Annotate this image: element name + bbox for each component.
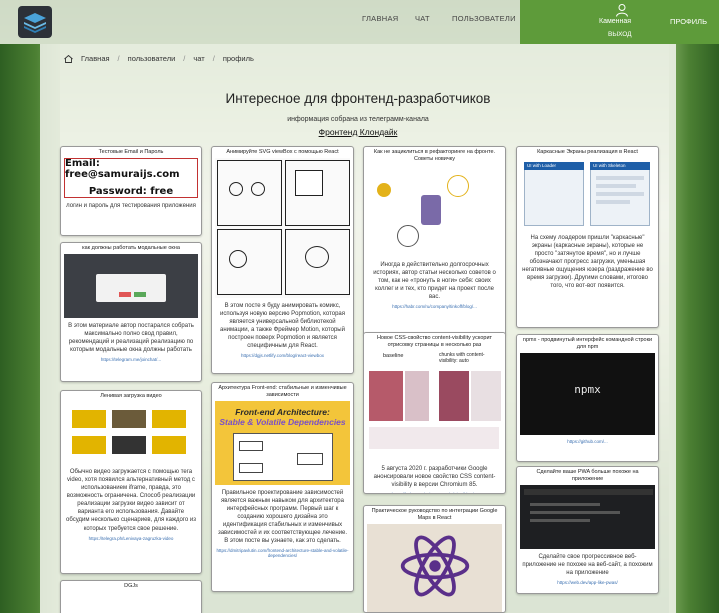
modal-preview-image — [64, 253, 198, 318]
breadcrumb-separator: / — [183, 54, 186, 63]
card-link[interactable]: https://dmitripavlutin.com/frontend-arch… — [216, 548, 349, 559]
card-text: Иногда в действительно долгосрочных исто… — [373, 261, 496, 301]
email-line: Email: free@samuraijs.com — [65, 158, 180, 181]
video-thumbnails-image — [64, 401, 198, 464]
breadcrumb-users[interactable]: пользователи — [127, 54, 176, 63]
content-visibility-image: baseline chunks with content-visibility:… — [367, 350, 502, 461]
breadcrumb: Главная / пользователи / чат / профиль — [64, 54, 254, 63]
card-link[interactable]: https://web.dev/app-like-pwas/ — [557, 580, 618, 586]
nav-users[interactable]: ПОЛЬЗОВАТЕЛИ — [452, 14, 516, 23]
layers-icon — [24, 13, 46, 33]
card-title: Архитектура Front-end: стабильные и изме… — [218, 385, 347, 398]
card-title: Сделайте ваше PWA больше похоже на прило… — [536, 469, 639, 482]
card-npmx[interactable]: npmx - продвинутый интерфейс командной с… — [516, 334, 659, 462]
card-title: Тестовые Email и Пароль — [98, 149, 164, 155]
card-text: Сделайте свое прогрессивное веб-приложен… — [522, 553, 653, 576]
arch-image-title: Front-end Architecture: — [235, 406, 330, 417]
refactor-illustration — [367, 164, 502, 257]
card-skeleton-screens[interactable]: Каркасные Экраны реализация в React UI w… — [516, 146, 659, 328]
react-logo-image — [367, 523, 502, 612]
card-title: Практическое руководство по интеграции G… — [371, 508, 498, 521]
card-svg-viewbox[interactable]: Анимируйте SVG viewBox с помощью React В… — [211, 146, 354, 374]
architecture-image: Front-end Architecture: Stable & Volatil… — [215, 400, 350, 485]
card-dgjs[interactable]: DGJs — [60, 580, 202, 613]
top-header: ГЛАВНАЯ ЧАТ ПОЛЬЗОВАТЕЛИ Каменная ВЫХОД … — [0, 0, 719, 44]
breadcrumb-profile: профиль — [222, 54, 254, 63]
logout-link[interactable]: ВЫХОД — [608, 31, 632, 38]
card-test-credentials[interactable]: Тестовые Email и Пароль Email: free@samu… — [60, 146, 202, 236]
comic-image — [215, 157, 350, 298]
profile-link[interactable]: ПРОФИЛЬ — [670, 17, 707, 26]
channel-link[interactable]: Фронтенд Клондайк — [318, 127, 398, 137]
card-content-visibility[interactable]: Новое CSS-свойство content-visibility ус… — [363, 332, 506, 494]
card-text: Обычно видео загружается с помощью тега … — [66, 468, 196, 532]
arch-image-subtitle: Stable & Volatile Dependencies — [219, 416, 346, 427]
card-link[interactable]: https://telegram.me/joinchat/... — [100, 357, 162, 363]
card-title: Каркасные Экраны реализация в React — [537, 149, 638, 155]
card-modal-windows[interactable]: как должны работать модальные окна В это… — [60, 242, 202, 382]
skel-label-right: UI with Skeleton — [593, 162, 626, 168]
nav-chat[interactable]: ЧАТ — [415, 14, 430, 23]
npmx-image-text: npmx — [574, 382, 601, 396]
card-title: npmx - продвинутый интерфейс командной с… — [522, 337, 653, 350]
content-panel: Главная / пользователи / чат / профиль И… — [40, 44, 676, 613]
logo[interactable] — [18, 6, 52, 38]
card-link[interactable]: https://habr.com/ru/company/vdsina/blog/… — [364, 492, 505, 493]
card-text: Правильное проектирование зависимостей я… — [217, 489, 348, 545]
card-link[interactable]: https://dgjs.netlify.com/blog/react-view… — [241, 353, 324, 359]
breadcrumb-separator: / — [212, 54, 215, 63]
credentials-image: Email: free@samuraijs.com Password: free — [64, 157, 198, 198]
breadcrumb-chat[interactable]: чат — [193, 54, 205, 63]
card-title: DGJs — [124, 583, 138, 589]
card-link[interactable]: https://telegra.ph/Lenivaya-zagruzka-vid… — [88, 535, 174, 541]
background-forest-right — [669, 44, 719, 613]
skeleton-screens-image: UI with Loader UI with Skeleton — [520, 157, 655, 230]
react-icon — [400, 535, 470, 597]
cssvis-label-right: chunks with content-visibility: auto — [439, 351, 485, 364]
card-text: На схему лоадером пришли "каркасные" экр… — [522, 234, 653, 290]
card-text: В этом материале автор постарался собрат… — [68, 322, 194, 354]
pwa-screenshot-image — [520, 484, 655, 549]
card-link[interactable]: https://github.com/... — [567, 438, 608, 444]
card-refactoring-tips[interactable]: Как не зациклиться в рефакторинге на фро… — [363, 146, 506, 336]
user-name: Каменная — [599, 18, 632, 25]
card-pwa-app-like[interactable]: Сделайте ваше PWA больше похоже на прило… — [516, 466, 659, 594]
card-lazy-video[interactable]: Ленивая загрузка видео Обычно видео загр… — [60, 390, 202, 574]
nav-home[interactable]: ГЛАВНАЯ — [362, 14, 399, 23]
breadcrumb-home[interactable]: Главная — [81, 54, 110, 63]
card-title: как должны работать модальные окна — [82, 245, 180, 251]
card-title: Как не зациклиться в рефакторинге на фро… — [373, 149, 496, 162]
home-icon — [64, 54, 73, 63]
card-title: Ленивая загрузка видео — [100, 393, 162, 399]
card-title: Анимируйте SVG viewBox с помощью React — [226, 149, 339, 155]
user-icon — [616, 4, 628, 17]
breadcrumb-separator: / — [117, 54, 120, 63]
card-text: 5 августа 2020 г. разработчики Google ан… — [373, 465, 496, 488]
card-link[interactable]: https://habr.com/ru/company/tinkoff/blog… — [392, 304, 477, 310]
skel-label-left: UI with Loader — [527, 162, 557, 168]
card-text: логин и пароль для тестирования приложен… — [66, 202, 196, 209]
card-title: Новое CSS-свойство content-visibility ус… — [376, 335, 493, 348]
card-frontend-architecture[interactable]: Архитектура Front-end: стабильные и изме… — [211, 382, 354, 592]
card-google-maps-react[interactable]: Практическое руководство по интеграции G… — [363, 505, 506, 613]
page-subtitle: информация собрана из телеграмм-канала — [287, 116, 429, 123]
npmx-terminal-image: npmx — [520, 352, 655, 435]
user-panel: Каменная ВЫХОД ПРОФИЛЬ — [520, 0, 719, 44]
password-line: Password: free — [88, 186, 174, 198]
card-text: В этом посте я буду анимировать комикс, … — [219, 302, 345, 350]
cssvis-label-left: baseline — [383, 352, 404, 359]
page-title: Интересное для фронтенд-разработчиков — [225, 91, 491, 106]
